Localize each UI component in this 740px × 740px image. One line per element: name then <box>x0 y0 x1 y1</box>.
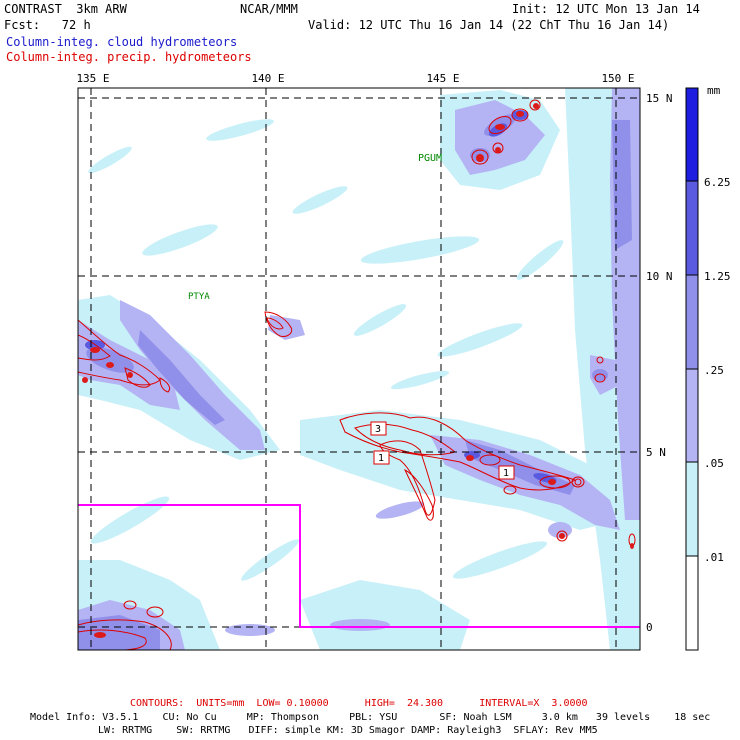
colorbar-level-0.25 <box>686 275 698 369</box>
contour-label-boxes <box>370 421 515 480</box>
station-pgum: PGUM <box>418 153 442 164</box>
model-info-line2: LW: RRTMG SW: RRTMG DIFF: simple KM: 3D … <box>98 725 598 736</box>
lon-label-140e: 140 E <box>251 72 284 85</box>
contour-label-2: 1 <box>378 453 384 464</box>
valid-time: Valid: 12 UTC Thu 16 Jan 14 (22 ChT Thu … <box>308 18 670 32</box>
lat-label-5n: 5 N <box>646 446 666 459</box>
nested-domain-box <box>78 504 640 628</box>
colorbar-label-0.01: .01 <box>704 551 724 564</box>
lat-label-15n: 15 N <box>646 92 673 105</box>
lon-label-135e: 135 E <box>76 72 109 85</box>
map-frame <box>77 87 641 651</box>
forecast-hour: Fcst: 72 h <box>4 18 91 32</box>
colorbar: mm 6.25 1.25 .25 .05 .01 <box>685 84 731 651</box>
contour-label-1: 3 <box>375 424 381 435</box>
station-ptya: PTYA <box>188 292 210 302</box>
model-info-line1: Model Info: V3.5.1 CU: No Cu MP: Thompso… <box>30 712 711 723</box>
colorbar-label-0.05: .05 <box>704 457 724 470</box>
lon-label-150e: 150 E <box>601 72 634 85</box>
lat-label-10n: 10 N <box>646 270 673 283</box>
colorbar-unit: mm <box>707 84 721 97</box>
init-time: Init: 12 UTC Mon 13 Jan 14 <box>512 2 700 16</box>
model-title: CONTRAST 3km ARW <box>4 2 127 16</box>
field-cloud-hydrometeors: Column-integ. cloud hydrometeors <box>6 35 238 49</box>
colorbar-level-6.25-plus <box>686 88 698 181</box>
colorbar-label-1.25: 1.25 <box>704 270 731 283</box>
colorbar-label-0.25: .25 <box>704 364 724 377</box>
organization-label: NCAR/MMM <box>240 2 298 16</box>
precip-cores <box>82 103 634 638</box>
colorbar-level-below <box>686 556 698 650</box>
field-precip-hydrometeors: Column-integ. precip. hydrometeors <box>6 50 252 64</box>
colorbar-level-1.25 <box>686 181 698 275</box>
colorbar-label-6.25: 6.25 <box>704 176 731 189</box>
precip-contours <box>78 99 636 650</box>
colorbar-level-0.01 <box>686 462 698 556</box>
contours-info: CONTOURS: UNITS=mm LOW= 0.10000 HIGH= 24… <box>130 698 588 709</box>
colorbar-level-0.05 <box>686 369 698 462</box>
lon-label-145e: 145 E <box>426 72 459 85</box>
lat-label-0: 0 <box>646 621 653 634</box>
contour-label-3: 1 <box>503 468 509 479</box>
